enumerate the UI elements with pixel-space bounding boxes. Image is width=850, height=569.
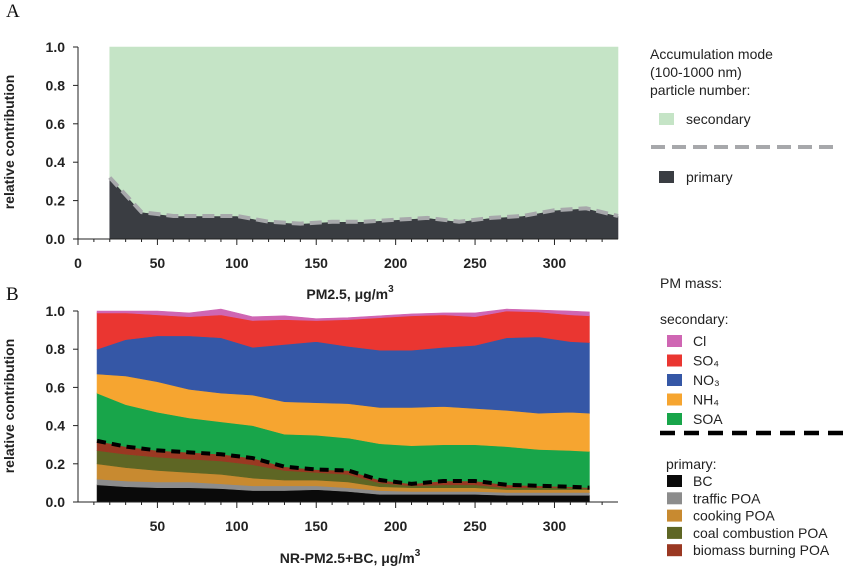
y-tick-label: 0.2 (46, 456, 66, 472)
legend-b-secondary-items: Cl SO₄ NO₃ NH₄ SOA (667, 333, 723, 427)
plot-a-primary-secondary-divider (108, 176, 619, 226)
y-tick-label: 0.6 (46, 379, 66, 395)
legend-b-primary-title: primary: (666, 456, 717, 472)
y-tick-label: 0.0 (46, 231, 66, 247)
x-tick-label: 250 (463, 518, 487, 534)
legend-a-primary-label: primary (686, 169, 733, 185)
legend-b-label-cl: Cl (693, 333, 706, 349)
y-tick-label: 1.0 (46, 303, 66, 319)
y-tick-label: 0.0 (46, 494, 66, 510)
x-tick-label: 300 (543, 518, 567, 534)
legend-b-swatch-cl (667, 335, 682, 347)
x-tick-label: 200 (384, 518, 408, 534)
x-tick-label: 150 (305, 518, 329, 534)
legend-a-title-line-1: Accumulation mode (650, 46, 773, 62)
legend-b-swatch-cooking-poa (667, 509, 682, 522)
y-tick-label: 1.0 (46, 39, 66, 55)
plot-b-legend: PM mass: secondary: Cl SO₄ NO₃ NH₄ SOA prima… (660, 275, 848, 558)
x-tick-label: 100 (225, 518, 249, 534)
panel-b-label: B (6, 284, 19, 305)
panel-a-label: A (6, 1, 20, 22)
y-tick-label: 0.8 (46, 77, 66, 93)
y-tick-label: 0.6 (46, 116, 66, 132)
y-tick-label: 0.2 (46, 193, 66, 209)
legend-b-label-cooking-poa: cooking POA (693, 508, 775, 524)
y-tick-label: 0.4 (46, 418, 66, 434)
legend-b-label-nh: NH₄ (693, 392, 719, 408)
legend-a-title-line-3: particle number: (650, 82, 750, 98)
plot-b-axes: 0.0 0.2 0.4 0.6 0.8 1.0 50 100 150 200 250 300 (46, 303, 618, 534)
legend-b-swatch-bc (667, 475, 682, 487)
legend-b-label-no: NO₃ (693, 372, 720, 388)
x-tick-label: 250 (463, 255, 487, 271)
legend-b-label-soa: SOA (693, 411, 723, 427)
plot-a-areas (108, 46, 619, 240)
legend-b-title: PM mass: (660, 275, 722, 291)
plot-b-areas (96, 308, 590, 503)
y-tick-label: 0.4 (46, 154, 66, 170)
y-tick-label: 0.8 (46, 341, 66, 357)
plot-a-y-axis-label: relative contribution (1, 75, 17, 210)
legend-b-label-bc: BC (693, 473, 712, 489)
x-tick-label: 100 (225, 255, 249, 271)
legend-a-title-line-2: (100-1000 nm) (650, 64, 742, 80)
legend-b-swatch-coal-combustion-poa (667, 526, 682, 539)
legend-a-secondary-label: secondary (686, 111, 751, 127)
x-tick-label: 0 (74, 255, 82, 271)
plot-a-legend: Accumulation mode (100-1000 nm) particle… (650, 46, 840, 185)
x-tick-label: 50 (150, 255, 166, 271)
legend-b-swatch-biomass-burning-poa (667, 544, 682, 557)
plot-b-y-axis-label: relative contribution (1, 339, 17, 474)
legend-b-label-traffic-poa: traffic POA (693, 490, 761, 506)
legend-a-secondary-swatch (659, 113, 674, 125)
legend-b-swatch-nh (667, 393, 682, 406)
area-b-cl (96, 308, 590, 321)
legend-a-primary-swatch (659, 171, 674, 183)
legend-b-label-coal-combustion-poa: coal combustion POA (693, 525, 828, 541)
plot-a-x-axis-label: PM2.5, μg/m3 (306, 284, 394, 302)
plot-b-primary-secondary-divider (96, 438, 590, 490)
plot-b-x-axis-label: NR-PM2.5+BC, μg/m3 (280, 548, 421, 566)
x-tick-label: 300 (543, 255, 567, 271)
legend-b-label-biomass-burning-poa: biomass burning POA (693, 542, 830, 558)
legend-b-swatch-no (667, 374, 682, 386)
legend-b-label-so: SO₄ (693, 353, 719, 369)
legend-b-swatch-so (667, 354, 682, 367)
plot-a-axes: 0.0 0.2 0.4 0.6 0.8 1.0 0 50 100 150 200 250 300 (46, 39, 618, 271)
x-tick-label: 150 (305, 255, 329, 271)
legend-b-secondary-title: secondary: (660, 311, 728, 327)
area-a-secondary (109, 46, 619, 224)
x-tick-label: 200 (384, 255, 408, 271)
legend-b-swatch-soa (667, 413, 682, 425)
x-tick-label: 50 (150, 518, 166, 534)
legend-b-swatch-traffic-poa (667, 492, 682, 505)
